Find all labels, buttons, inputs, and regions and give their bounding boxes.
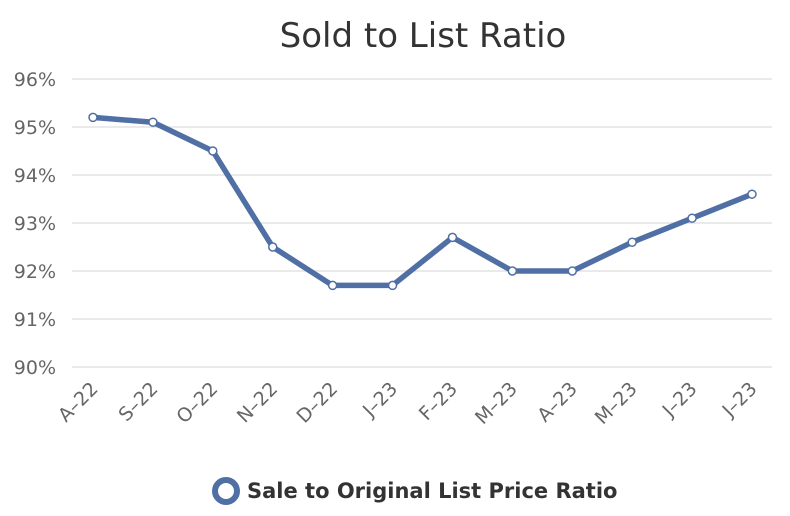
- y-tick-label: 93%: [14, 213, 56, 235]
- data-point[interactable]: [747, 189, 757, 199]
- data-point[interactable]: [627, 237, 637, 247]
- legend-marker[interactable]: [212, 477, 240, 505]
- x-tick-label: O–22: [172, 378, 222, 428]
- x-tick-label: F–23: [415, 378, 462, 425]
- x-tick-label: N–22: [233, 378, 282, 427]
- legend-label[interactable]: Sale to Original List Price Ratio: [247, 479, 617, 503]
- data-point[interactable]: [447, 232, 458, 243]
- series-layer: [88, 112, 757, 291]
- data-point[interactable]: [567, 266, 578, 276]
- x-tick-label: A–22: [54, 378, 103, 427]
- y-tick-label: 95%: [14, 117, 56, 139]
- y-tick-label: 90%: [14, 357, 56, 379]
- x-tick-label: J–23: [658, 378, 702, 422]
- gridlines: [72, 78, 772, 368]
- data-point[interactable]: [148, 117, 158, 127]
- y-tick-label: 94%: [14, 165, 56, 187]
- x-tick-label: M–23: [471, 378, 522, 429]
- y-tick-label: 91%: [14, 309, 56, 331]
- y-tick-label: 96%: [14, 69, 56, 91]
- data-point[interactable]: [267, 242, 278, 252]
- x-tick-label: J–23: [717, 378, 761, 422]
- y-tick-label: 92%: [14, 261, 56, 283]
- x-axis-tick-labels: A–22 S–22 O–22 N–22 D–22 J–23 F–23 M–23 A–23 M–23…: [54, 378, 762, 429]
- x-tick-label: M–23: [591, 378, 642, 429]
- legend[interactable]: Sale to Original List Price Ratio: [212, 477, 617, 505]
- data-point[interactable]: [88, 112, 98, 123]
- chart-title: Sold to List Ratio: [280, 16, 567, 56]
- x-tick-label: J–23: [358, 378, 402, 422]
- x-tick-label: S–22: [115, 378, 163, 426]
- data-point[interactable]: [208, 146, 218, 156]
- data-point[interactable]: [327, 280, 338, 291]
- data-point[interactable]: [507, 266, 518, 276]
- data-point[interactable]: [687, 213, 697, 223]
- x-tick-label: A–23: [533, 378, 582, 427]
- x-tick-label: D–22: [292, 378, 342, 428]
- series-line: [90, 114, 755, 289]
- data-point[interactable]: [387, 280, 398, 291]
- y-axis-tick-labels: 90% 91% 92% 93% 94% 95% 96%: [14, 69, 56, 379]
